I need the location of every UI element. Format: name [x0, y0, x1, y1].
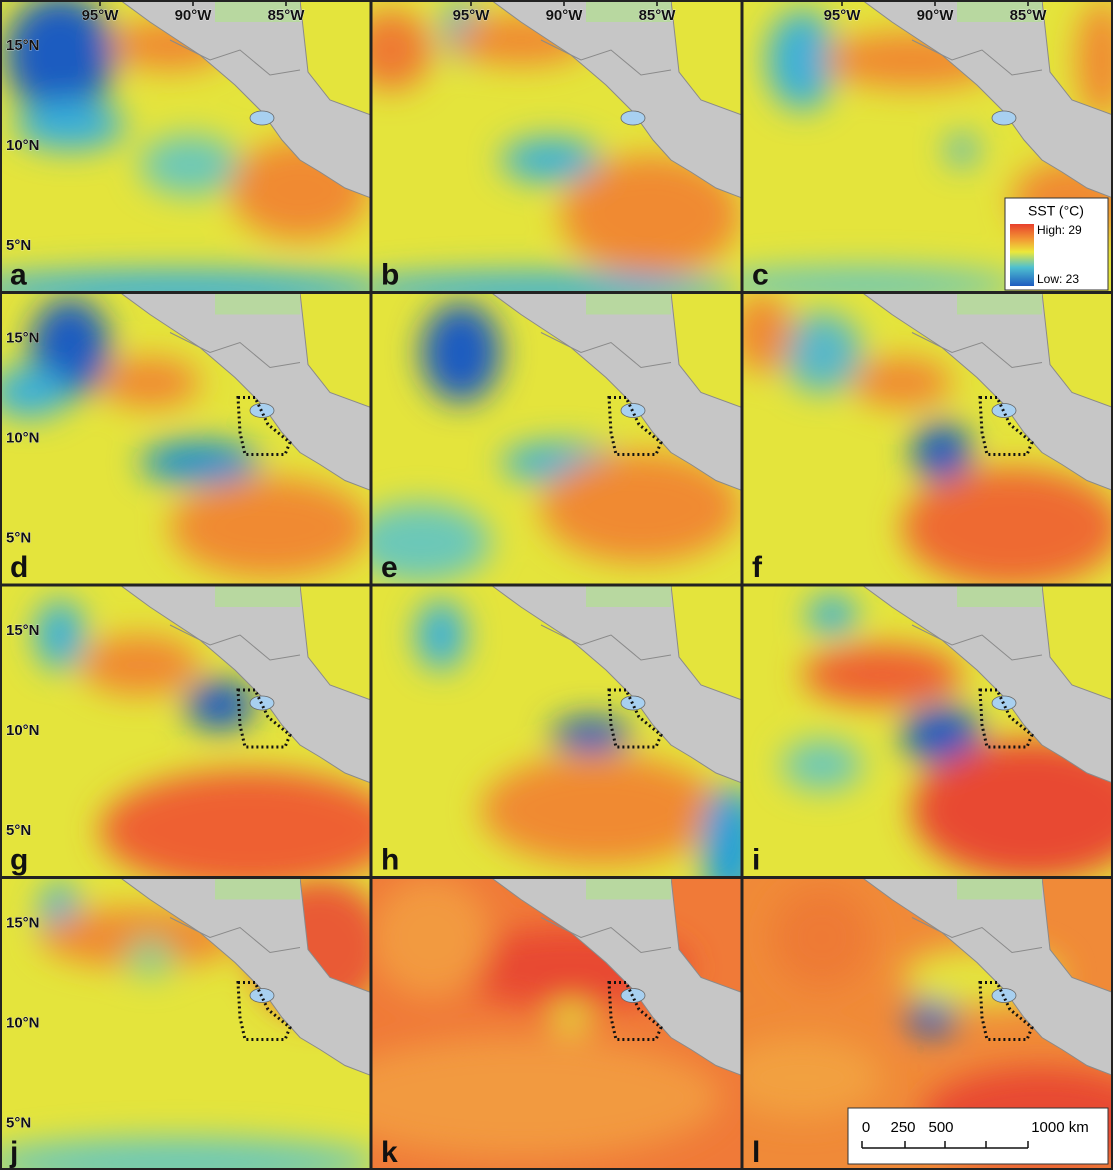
- map-panel: [351, 293, 742, 586]
- panel-letter: d: [10, 551, 28, 584]
- map-panel: [341, 0, 742, 308]
- map-panel: [0, 585, 400, 890]
- yucatan: [957, 585, 1042, 607]
- map-panel: [742, 585, 1113, 880]
- panel-letter: c: [752, 258, 769, 291]
- yucatan: [957, 878, 1042, 900]
- scale-bar: 0 250 500 1000 km: [848, 1108, 1108, 1164]
- latitude-label: 10°N: [6, 429, 40, 446]
- longitude-label: 95°W: [453, 7, 491, 24]
- panel-letter: k: [381, 1136, 398, 1169]
- sst-anomaly: [782, 313, 862, 393]
- sst-anomaly: [80, 635, 200, 695]
- legend-high: High: 29: [1037, 223, 1082, 237]
- sst-anomaly: [100, 770, 400, 890]
- latitude-label: 5°N: [6, 1114, 31, 1131]
- sst-anomaly: [170, 478, 370, 578]
- scale-label: 500: [928, 1119, 953, 1136]
- latitude-label: 15°N: [6, 914, 40, 931]
- longitude-label: 90°W: [546, 7, 584, 24]
- map-panel: [321, 878, 742, 1170]
- sst-anomaly: [947, 135, 977, 165]
- latitude-label: 5°N: [6, 529, 31, 546]
- sst-anomaly: [551, 1003, 591, 1033]
- sst-anomaly: [807, 595, 857, 635]
- scale-box: [848, 1108, 1108, 1164]
- latitude-label: 15°N: [6, 329, 40, 346]
- color-ramp: [1010, 224, 1034, 286]
- figure: a 95°W 90°W 85°W 15°N 10°N 5°N b 95°W 90°W 85°W c 95…: [0, 0, 1113, 1170]
- sst-anomaly: [852, 358, 952, 408]
- panel-letter: a: [10, 258, 27, 291]
- sst-anomaly: [185, 680, 255, 730]
- longitude-label: 85°W: [1010, 7, 1048, 24]
- legend-low: Low: 23: [1037, 272, 1079, 286]
- panel-letter: l: [752, 1136, 760, 1169]
- latitude-label: 5°N: [6, 822, 31, 839]
- legend: SST (°C) High: 29 Low: 23: [1005, 198, 1108, 290]
- lake-nicaragua: [250, 111, 274, 125]
- map-panel: [732, 293, 1113, 588]
- longitude-label: 90°W: [175, 7, 213, 24]
- longitude-label: 90°W: [917, 7, 955, 24]
- scale-label: 1000 km: [1031, 1119, 1089, 1136]
- panel-letter: i: [752, 843, 760, 876]
- sst-anomaly: [421, 303, 501, 403]
- longitude-label: 85°W: [639, 7, 677, 24]
- sst-anomaly: [782, 740, 862, 790]
- map-panel: [0, 293, 371, 586]
- map-panel: [0, 878, 390, 1170]
- sst-anomaly: [416, 600, 466, 670]
- yucatan: [586, 878, 671, 900]
- sst-anomaly: [481, 755, 721, 865]
- yucatan: [957, 293, 1042, 315]
- sst-anomaly: [802, 645, 962, 705]
- yucatan: [215, 293, 300, 315]
- scale-label: 0: [862, 1119, 870, 1136]
- longitude-label: 85°W: [268, 7, 306, 24]
- lake-nicaragua: [992, 111, 1016, 125]
- sst-anomaly: [140, 135, 240, 195]
- yucatan: [586, 293, 671, 315]
- longitude-label: 95°W: [82, 7, 120, 24]
- sst-anomaly: [125, 938, 175, 978]
- panel-letter: j: [9, 1136, 18, 1169]
- map-panel: [371, 585, 761, 905]
- panel-letter: h: [381, 843, 399, 876]
- panel-letter: b: [381, 258, 399, 291]
- sst-anomaly: [35, 600, 85, 670]
- panel-letter: f: [752, 551, 763, 584]
- legend-title: SST (°C): [1028, 203, 1084, 219]
- latitude-label: 15°N: [6, 622, 40, 639]
- map-panel: [0, 0, 400, 310]
- sst-anomaly: [371, 878, 491, 998]
- sst-anomaly: [100, 358, 200, 408]
- latitude-label: 5°N: [6, 237, 31, 254]
- scale-label: 250: [890, 1119, 915, 1136]
- yucatan: [215, 878, 300, 900]
- sst-anomaly: [902, 468, 1113, 588]
- latitude-label: 15°N: [6, 37, 40, 54]
- panel-letter: g: [10, 843, 28, 876]
- sst-anomaly: [722, 1038, 882, 1118]
- sst-anomaly: [912, 423, 972, 483]
- sst-anomaly: [772, 888, 872, 988]
- latitude-label: 10°N: [6, 137, 40, 154]
- panel-letter: e: [381, 551, 398, 584]
- lake-nicaragua: [621, 111, 645, 125]
- yucatan: [586, 585, 671, 607]
- yucatan: [215, 585, 300, 607]
- latitude-label: 10°N: [6, 1014, 40, 1031]
- longitude-label: 95°W: [824, 7, 862, 24]
- latitude-label: 10°N: [6, 722, 40, 739]
